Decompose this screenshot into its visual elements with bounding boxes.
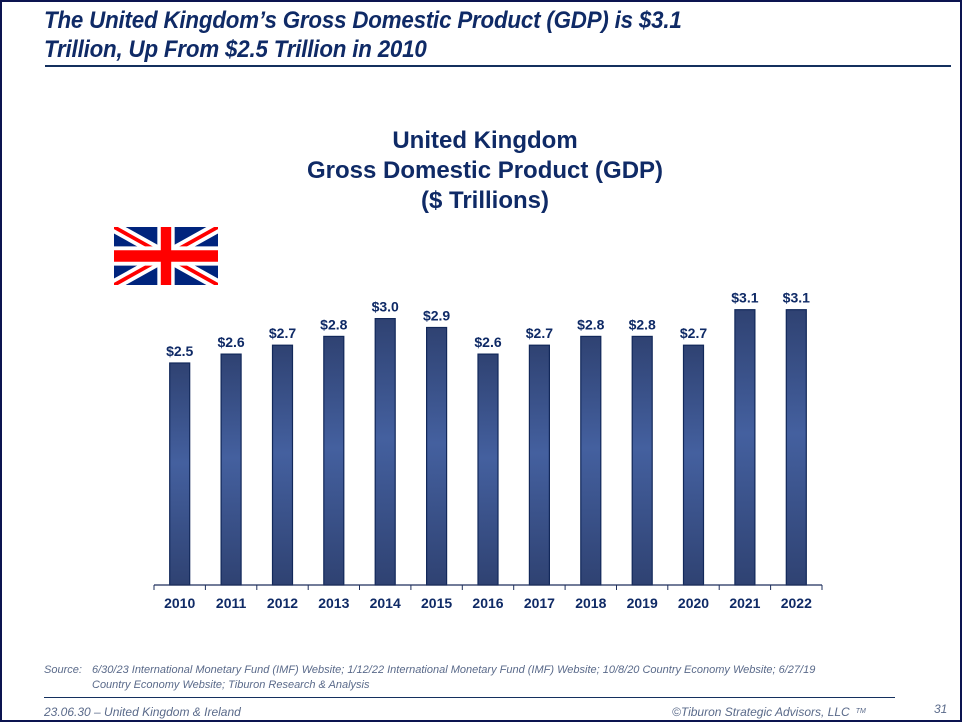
tick-label-2013: 2013	[318, 595, 349, 611]
chart-title: United Kingdom	[392, 127, 578, 154]
tick-label-2022: 2022	[781, 595, 812, 611]
bar-2014	[374, 318, 396, 586]
slide-border-top	[0, 0, 962, 2]
x-axis	[153, 584, 823, 590]
bar-2017	[528, 344, 551, 586]
tick-label-2017: 2017	[524, 595, 555, 611]
data-label-2015: $2.9	[423, 308, 450, 324]
slide-border-left	[0, 0, 2, 722]
data-labels: $2.5 $2.6 $2.7 $2.8 $3.0 $2.9 $2.6 $2.7 $2.8 $2.8…	[166, 290, 810, 359]
bar-2016	[477, 353, 499, 586]
data-label-2019: $2.8	[629, 316, 656, 332]
data-label-2014: $3.0	[372, 299, 399, 315]
data-label-2021: $3.1	[731, 290, 758, 306]
data-label-2010: $2.5	[166, 343, 193, 359]
slide-headline: The United Kingdom’s Gross Domestic Prod…	[44, 6, 862, 64]
source-label: Source:	[44, 664, 82, 676]
chart-units: ($ Trillions)	[420, 187, 549, 214]
tick-label-2014: 2014	[370, 595, 401, 611]
chart-title-block: United Kingdom Gross Domestic Product (G…	[200, 126, 770, 216]
united-kingdom-flag-icon	[114, 227, 218, 285]
tick-label-2010: 2010	[164, 595, 195, 611]
headline-line-1: The United Kingdom’s Gross Domestic Prod…	[44, 7, 682, 34]
footer-copyright: ©Tiburon Strategic Advisors, LLC TM	[672, 705, 866, 719]
data-label-2016: $2.6	[474, 334, 501, 350]
tick-label-2012: 2012	[267, 595, 298, 611]
bar-2011	[220, 353, 242, 586]
slide-border-bottom	[0, 720, 962, 722]
bar-2019	[631, 335, 653, 586]
headline-divider	[45, 65, 951, 67]
tick-label-2021: 2021	[729, 595, 760, 611]
bar-series	[169, 309, 807, 586]
tick-label-2019: 2019	[627, 595, 658, 611]
tick-label-2016: 2016	[472, 595, 503, 611]
tick-label-2020: 2020	[678, 595, 709, 611]
bar-2015	[426, 326, 448, 586]
slide-border-right	[960, 0, 962, 722]
bar-2021	[734, 309, 756, 586]
data-label-2017: $2.7	[526, 325, 553, 341]
tick-label-2011: 2011	[216, 595, 247, 611]
source-line-2: Country Economy Website; Tiburon Researc…	[92, 679, 370, 691]
bar-2022	[785, 309, 807, 586]
bar-2018	[580, 335, 602, 586]
data-label-2020: $2.7	[680, 325, 707, 341]
data-label-2022: $3.1	[783, 290, 810, 306]
headline-line-2: Trillion, Up From $2.5 Trillion in 2010	[44, 36, 427, 63]
data-label-2018: $2.8	[577, 316, 604, 332]
footer-divider	[44, 697, 895, 698]
tick-label-2015: 2015	[421, 595, 452, 611]
data-label-2011: $2.6	[217, 334, 244, 350]
trademark-mark: TM	[855, 708, 866, 715]
bar-2010	[169, 362, 191, 586]
bar-2013	[323, 335, 345, 586]
x-axis-tick-labels: 2010 2011 2012 2013 2014 2015 2016 2017 2018 2019…	[164, 595, 812, 611]
source-line-1: 6/30/23 International Monetary Fund (IMF…	[92, 664, 816, 676]
tick-label-2018: 2018	[575, 595, 606, 611]
footer-deck-label: 23.06.30 – United Kingdom & Ireland	[44, 705, 241, 719]
data-label-2012: $2.7	[269, 325, 296, 341]
page-number: 31	[934, 702, 948, 716]
copyright-text: ©Tiburon Strategic Advisors, LLC	[672, 705, 850, 719]
data-label-2013: $2.8	[320, 316, 347, 332]
bar-2012	[271, 344, 294, 586]
bar-2020	[682, 344, 705, 586]
chart-subtitle: Gross Domestic Product (GDP)	[306, 157, 664, 184]
